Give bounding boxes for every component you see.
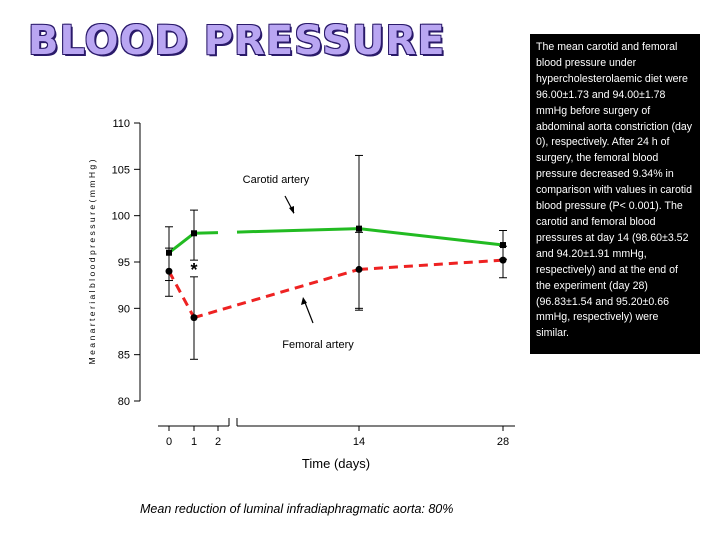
- carotid-artery-line: [358, 227, 504, 247]
- x-tick-label: 0: [166, 436, 172, 448]
- x-tick-label: 28: [497, 436, 509, 448]
- femoral-artery-point: [355, 265, 363, 273]
- carotid-artery-line: [168, 232, 195, 254]
- y-tick-label: 85: [118, 350, 130, 362]
- femoral-artery-line: [167, 270, 196, 319]
- femoral-artery-line: [193, 267, 360, 320]
- chart-axes: [134, 122, 515, 431]
- carotid-artery-point: [356, 225, 362, 232]
- femoral-pointer-arrowhead: [301, 297, 307, 305]
- y-tick-label: 80: [118, 396, 130, 408]
- significance-asterisk: *: [190, 260, 197, 280]
- y-tick-label: 105: [112, 164, 130, 176]
- y-tick-label: 110: [112, 118, 130, 130]
- femoral-pointer-line: [303, 299, 314, 324]
- y-axis-label: M e a n a r t e r i a l b l o o d p r e …: [87, 159, 97, 364]
- x-tick-label: 14: [353, 436, 365, 448]
- carotid-artery-point: [500, 242, 506, 249]
- y-tick-label: 90: [118, 303, 130, 315]
- chart-points: [165, 154, 507, 360]
- y-tick-label: 100: [112, 211, 130, 223]
- femoral-artery-point: [165, 267, 173, 275]
- femoral-artery-point: [190, 314, 198, 322]
- carotid-artery-label: Carotid artery: [243, 174, 310, 186]
- chart-labels: 80 85 90 95 100 105 110 0 1 2 14 28 Time (days) M e a…: [87, 118, 509, 471]
- carotid-artery-point: [191, 230, 197, 237]
- carotid-pointer-arrowhead: [289, 206, 294, 214]
- footnote: Mean reduction of luminal infradiaphragm…: [140, 502, 454, 516]
- description-box: The mean carotid and femoral blood press…: [530, 34, 700, 354]
- carotid-artery-line: [236, 227, 360, 234]
- femoral-artery-label: Femoral artery: [282, 339, 354, 351]
- x-axis-label: Time (days): [302, 456, 370, 471]
- carotid-artery-line: [193, 231, 219, 235]
- femoral-artery-line: [358, 258, 504, 271]
- x-tick-label: 1: [191, 436, 197, 448]
- slide-title: BLOOD PRESSURE: [28, 18, 446, 64]
- y-tick-label: 95: [118, 257, 130, 269]
- femoral-artery-point: [499, 256, 507, 264]
- chart-series: [167, 227, 504, 320]
- x-tick-label: 2: [215, 436, 221, 448]
